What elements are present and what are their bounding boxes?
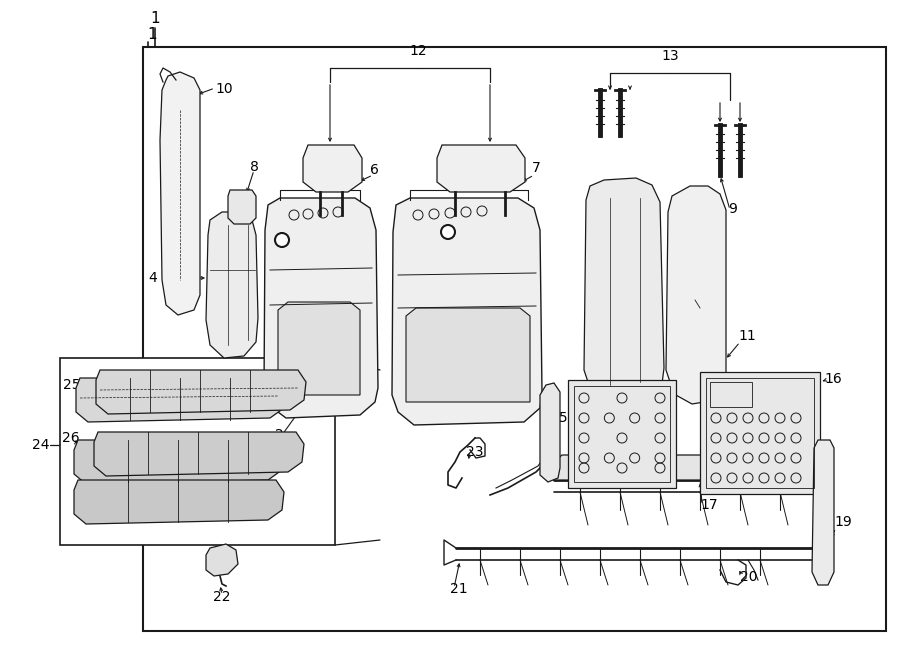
Polygon shape	[76, 378, 286, 422]
Polygon shape	[206, 212, 258, 358]
Polygon shape	[278, 302, 360, 395]
Text: 9: 9	[728, 202, 737, 216]
Bar	[574, 386, 670, 482]
Text: 14: 14	[437, 218, 455, 232]
Text: 11: 11	[738, 329, 756, 343]
Polygon shape	[94, 432, 304, 476]
Text: 13: 13	[662, 49, 679, 63]
Text: 17: 17	[700, 498, 717, 512]
Text: 6: 6	[370, 163, 379, 177]
Text: 16: 16	[824, 372, 842, 386]
Text: 19: 19	[834, 515, 851, 529]
Text: 15: 15	[551, 411, 568, 425]
Circle shape	[441, 225, 455, 239]
Polygon shape	[206, 544, 238, 576]
Bar	[143, 47, 886, 631]
Polygon shape	[160, 72, 200, 315]
Polygon shape	[264, 198, 378, 418]
Polygon shape	[437, 145, 525, 192]
Text: 4: 4	[148, 271, 157, 285]
Polygon shape	[666, 186, 726, 404]
Polygon shape	[96, 370, 306, 414]
Polygon shape	[406, 308, 530, 402]
Bar	[568, 380, 676, 488]
Text: 22: 22	[213, 590, 230, 604]
Text: 2: 2	[275, 428, 284, 442]
Text: 5: 5	[646, 415, 655, 429]
Text: 10: 10	[215, 82, 232, 96]
Text: 24: 24	[32, 438, 50, 452]
Polygon shape	[74, 480, 284, 524]
Circle shape	[275, 233, 289, 247]
Text: 23: 23	[466, 445, 483, 459]
Text: 1: 1	[147, 27, 157, 42]
Text: 3: 3	[475, 398, 484, 412]
Text: 12: 12	[410, 44, 427, 58]
Text: 18: 18	[540, 443, 558, 457]
Bar	[710, 382, 752, 407]
Polygon shape	[554, 455, 818, 480]
Polygon shape	[540, 383, 560, 482]
Text: 26: 26	[62, 431, 80, 445]
Text: 1: 1	[150, 11, 159, 26]
Text: 7: 7	[532, 161, 541, 175]
Polygon shape	[812, 440, 834, 585]
Polygon shape	[303, 145, 362, 192]
Text: 14: 14	[273, 231, 290, 245]
Polygon shape	[228, 190, 256, 224]
Text: 20: 20	[740, 570, 758, 584]
Bar	[60, 358, 335, 545]
Bar	[700, 372, 820, 494]
Polygon shape	[74, 440, 284, 484]
Polygon shape	[584, 178, 664, 400]
Text: 21: 21	[450, 582, 468, 596]
Text: 25: 25	[62, 378, 80, 392]
Text: 8: 8	[250, 160, 259, 174]
Polygon shape	[392, 198, 542, 425]
Bar	[706, 378, 814, 488]
